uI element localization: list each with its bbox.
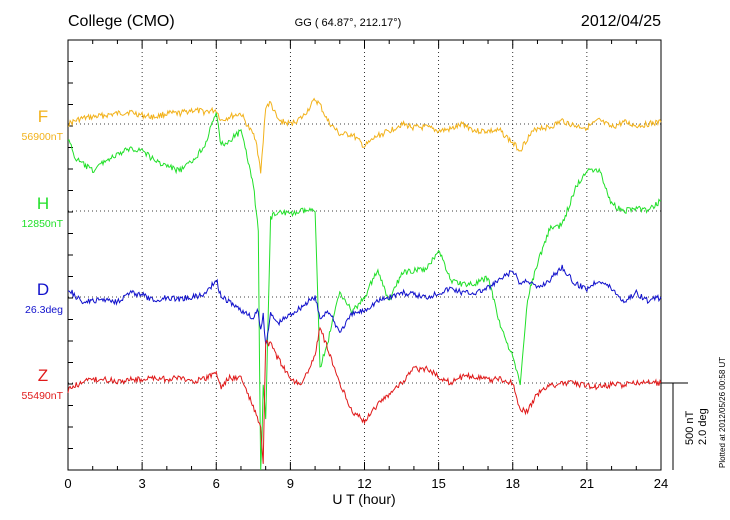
scale-nt-label: 500 nT <box>684 410 696 445</box>
series-name-d: D <box>37 280 49 299</box>
x-tick-label: 24 <box>654 476 668 491</box>
series-name-z: Z <box>38 366 48 385</box>
station-coords: GG ( 64.87°, 212.17°) <box>295 17 402 29</box>
series-labels: F 56900nT H 12850nT D 26.3deg Z 55490nT <box>22 107 64 402</box>
x-axis-label: U T (hour) <box>332 491 395 507</box>
series-baseline-z: 55490nT <box>22 390 64 402</box>
grid <box>68 40 661 470</box>
trace-f <box>67 97 662 174</box>
trace-z <box>67 326 662 464</box>
series-name-f: F <box>38 107 48 126</box>
x-tick-label: 15 <box>431 476 445 491</box>
trace-d <box>68 264 662 345</box>
series-baseline-f: 56900nT <box>22 131 64 143</box>
x-tick-label: 9 <box>287 476 294 491</box>
scale-bar: 500 nT 2.0 deg <box>661 382 709 470</box>
scale-deg-label: 2.0 deg <box>697 408 709 445</box>
x-tick-label: 0 <box>64 476 71 491</box>
series-baseline-h: 12850nT <box>22 218 64 230</box>
x-tick-label: 18 <box>506 476 520 491</box>
x-tick-label: 3 <box>139 476 146 491</box>
trace-h <box>67 112 662 471</box>
axis-ticks: 0 3 6 9 12 15 18 21 24 <box>64 40 668 491</box>
plotted-timestamp: Plotted at 2012/05/26 00:58 UT <box>718 357 727 468</box>
series-name-h: H <box>37 194 49 213</box>
x-tick-label: 21 <box>580 476 594 491</box>
traces <box>67 97 662 471</box>
x-tick-label: 6 <box>213 476 220 491</box>
series-baseline-d: 26.3deg <box>25 304 63 316</box>
station-title: College (CMO) <box>68 13 175 30</box>
plot-date: 2012/04/25 <box>581 13 661 30</box>
x-tick-label: 12 <box>357 476 371 491</box>
